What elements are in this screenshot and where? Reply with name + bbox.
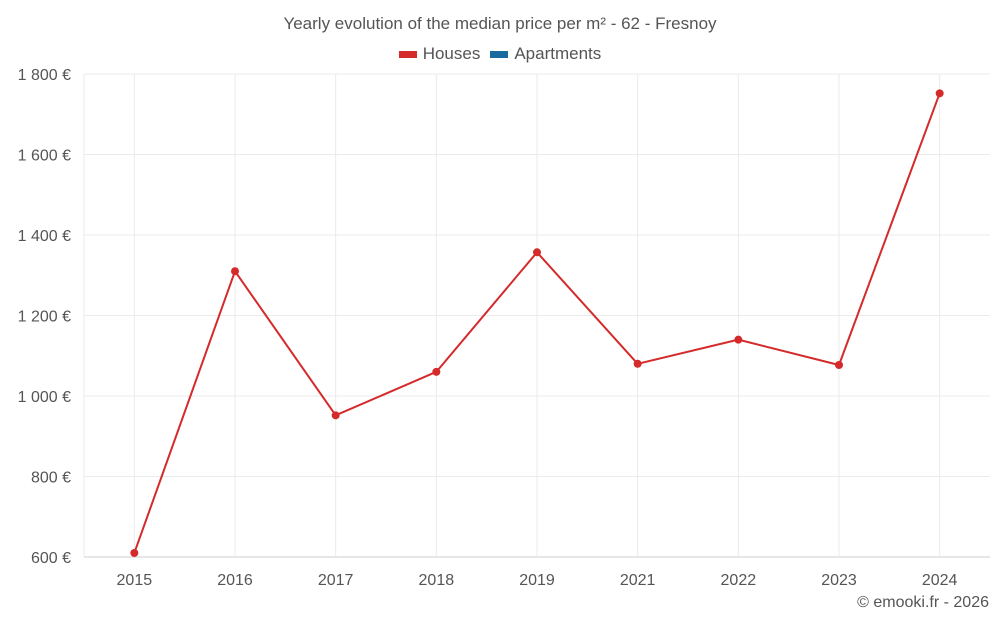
credit-text: © emooki.fr - 2026 bbox=[857, 594, 989, 611]
x-tick-label: 2019 bbox=[519, 572, 555, 589]
data-point bbox=[633, 359, 642, 368]
y-tick-label: 600 € bbox=[31, 550, 71, 567]
x-tick-label: 2021 bbox=[620, 572, 656, 589]
legend-item-apartments[interactable]: Apartments bbox=[490, 44, 601, 64]
data-point bbox=[734, 335, 743, 344]
data-point bbox=[935, 89, 944, 98]
y-tick-label: 1 600 € bbox=[18, 148, 71, 165]
legend-swatch-apartments bbox=[490, 50, 509, 58]
chart-title: Yearly evolution of the median price per… bbox=[283, 14, 717, 33]
legend-label-apartments: Apartments bbox=[514, 44, 602, 63]
chart-legend: Houses Apartments bbox=[0, 44, 1000, 64]
data-point bbox=[331, 411, 340, 420]
x-tick-label: 2017 bbox=[318, 572, 354, 589]
legend-label-houses: Houses bbox=[422, 44, 481, 63]
data-point bbox=[130, 548, 139, 557]
x-tick-label: 2022 bbox=[721, 572, 757, 589]
x-tick-label: 2018 bbox=[419, 572, 455, 589]
y-tick-label: 1 200 € bbox=[18, 309, 71, 326]
x-tick-label: 2024 bbox=[922, 572, 958, 589]
x-tick-label: 2016 bbox=[217, 572, 253, 589]
data-point bbox=[533, 248, 541, 257]
y-tick-label: 1 000 € bbox=[18, 389, 71, 406]
y-tick-label: 1 800 € bbox=[18, 67, 71, 84]
data-point bbox=[432, 367, 441, 376]
x-tick-label: 2023 bbox=[821, 572, 857, 589]
data-point bbox=[835, 361, 843, 370]
legend-item-houses[interactable]: Houses bbox=[398, 44, 481, 64]
legend-swatch-houses bbox=[398, 50, 417, 58]
data-point bbox=[231, 267, 239, 276]
y-tick-label: 1 400 € bbox=[18, 228, 71, 245]
y-tick-label: 800 € bbox=[31, 470, 71, 487]
x-tick-label: 2015 bbox=[117, 572, 153, 589]
